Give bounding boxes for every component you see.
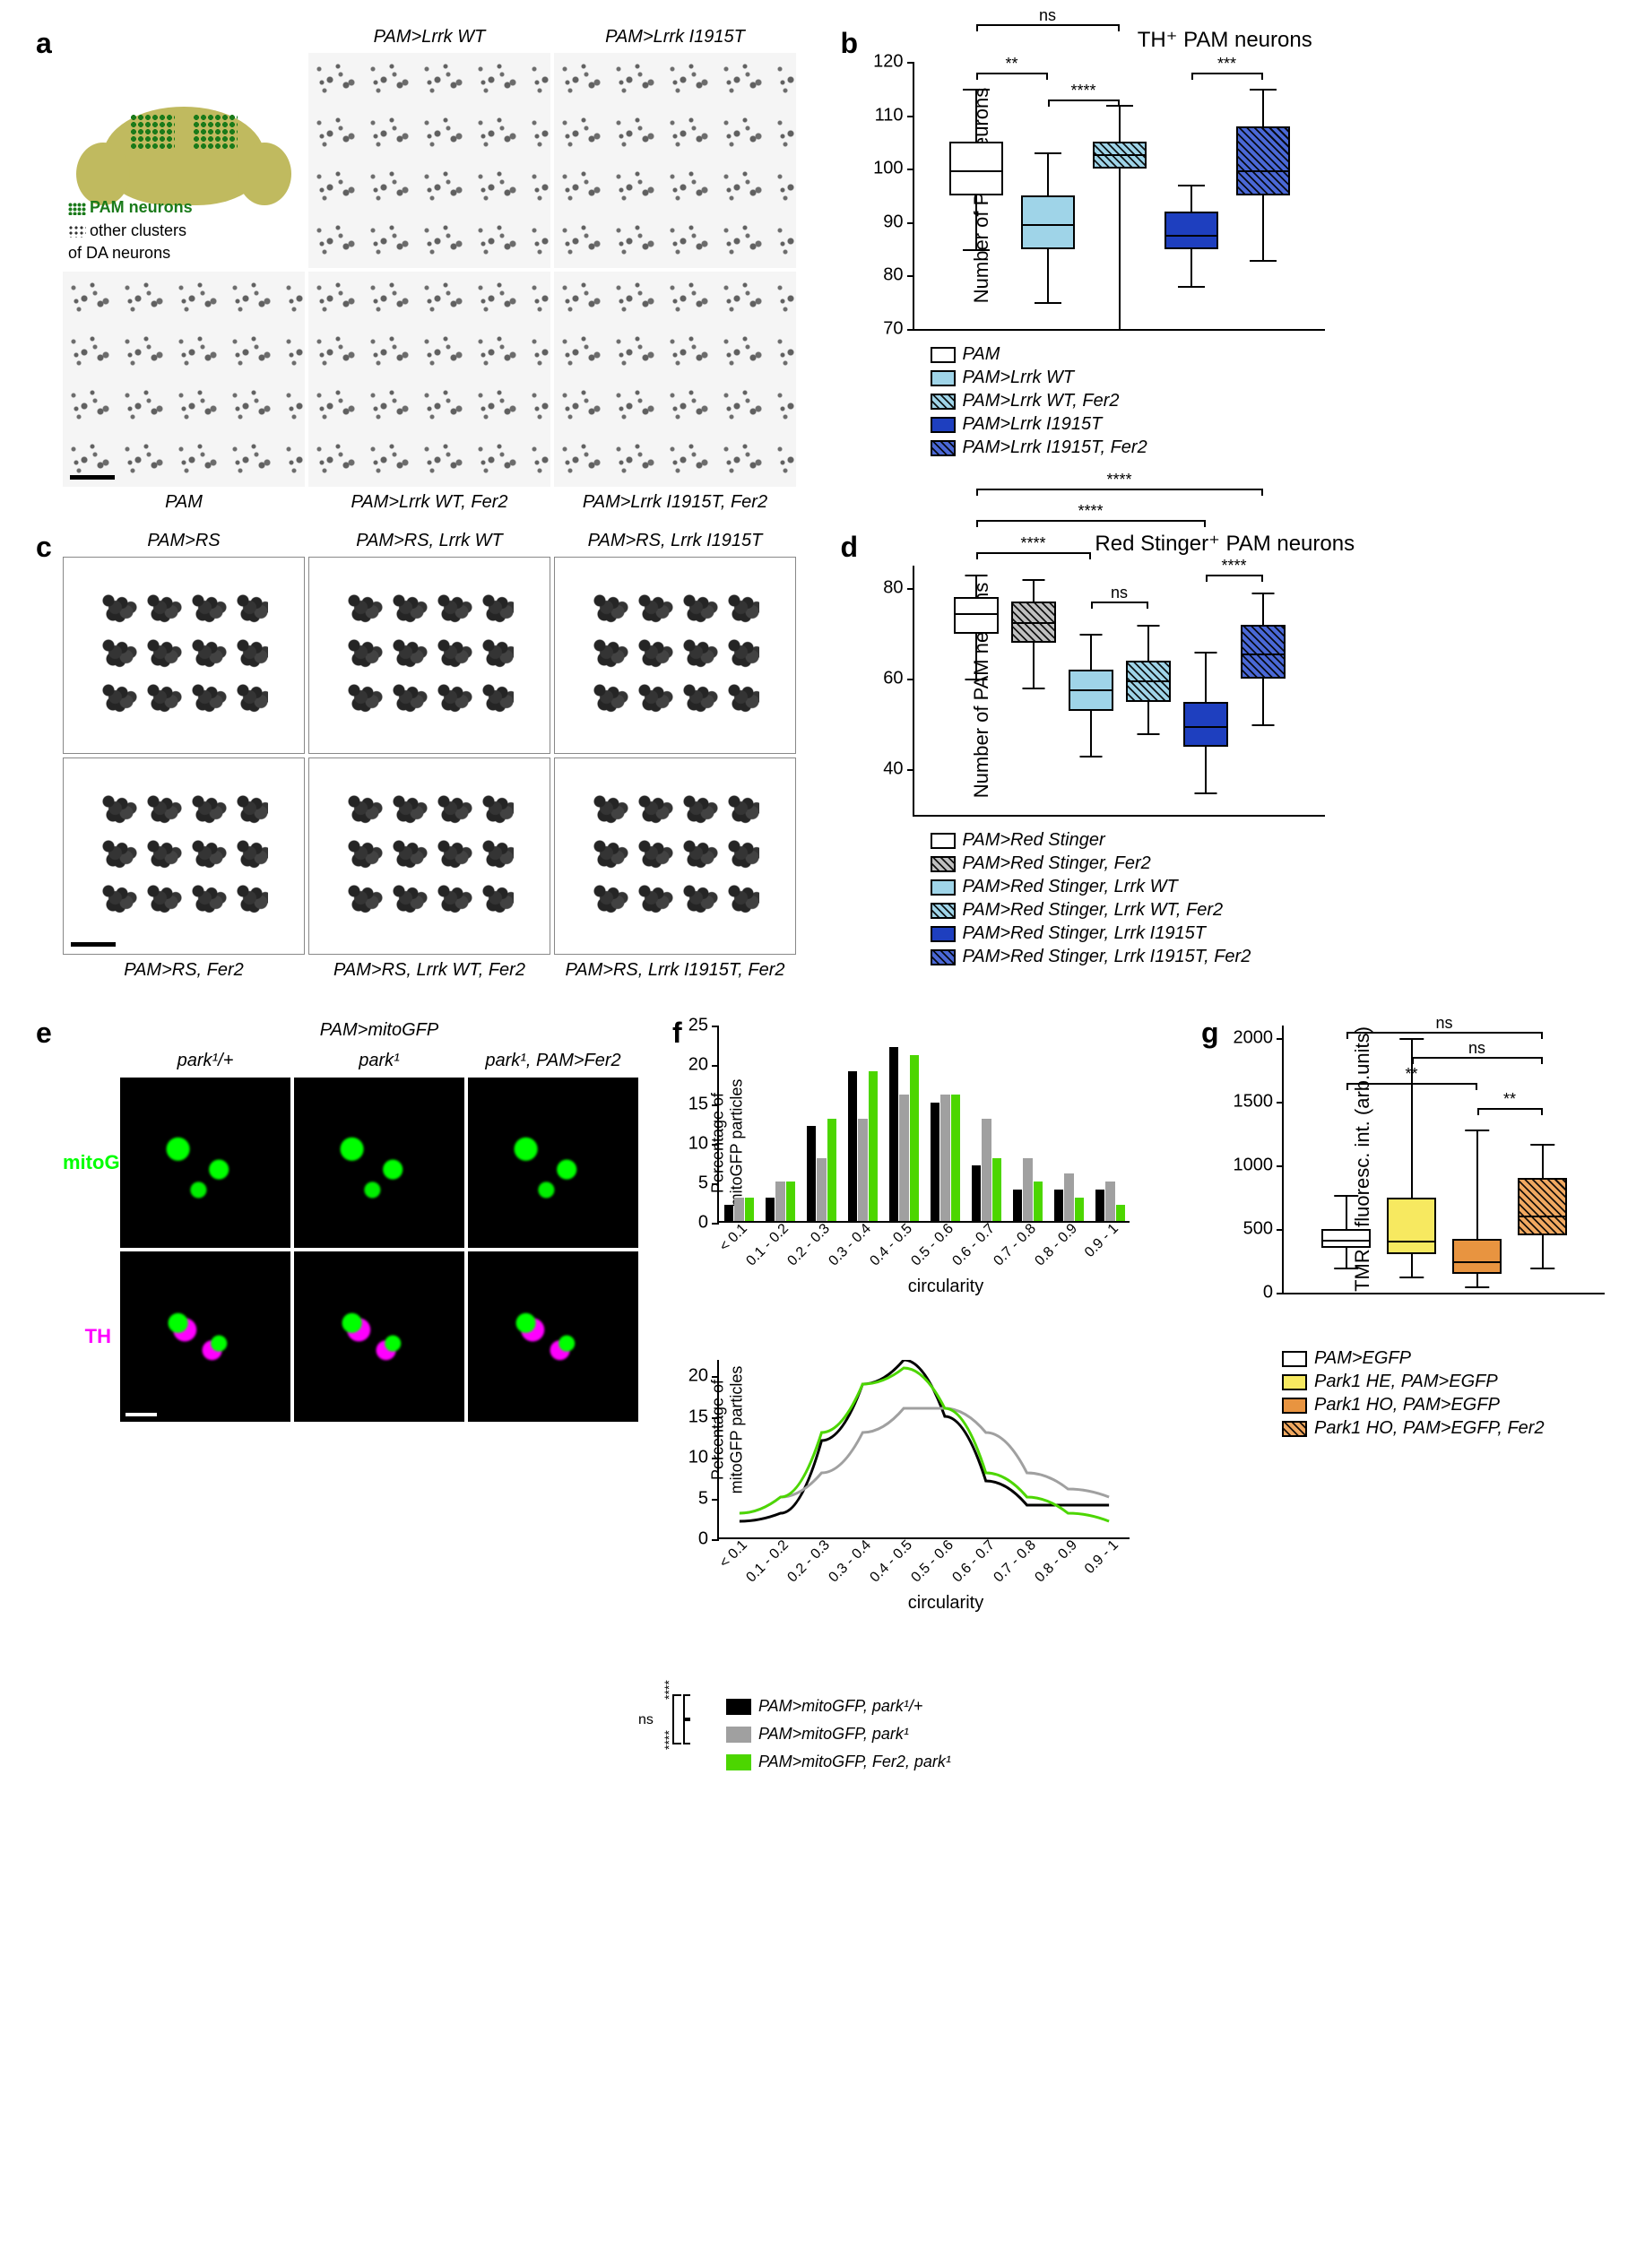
a-bot-label-2: PAM>Lrrk I1915T, Fer2 <box>554 492 796 513</box>
c-img-2 <box>554 557 796 754</box>
c-bot-1: PAM>RS, Lrrk WT, Fer2 <box>308 960 550 981</box>
a-img-3 <box>63 272 305 487</box>
c-img-3 <box>63 757 305 955</box>
panel-label-c: c <box>36 531 52 564</box>
a-legend-pam: PAM neurons <box>90 198 193 216</box>
e-img-11 <box>294 1251 464 1422</box>
c-bot-2: PAM>RS, Lrrk I1915T, Fer2 <box>554 960 796 981</box>
g-ylabel: TMRM fluoresc. int. (arb.units) <box>1351 1026 1374 1292</box>
c-img-1 <box>308 557 550 754</box>
e-row-0: mitoGFP <box>63 1151 117 1174</box>
curve-f: 05101520< 0.10.1 - 0.20.2 - 0.30.3 - 0.4… <box>717 1360 1130 1539</box>
panel-label-a: a <box>36 27 52 60</box>
chart-d: Number of PAM neurons 406080****ns******… <box>913 566 1610 817</box>
f-legend: ns********PAM>mitoGFP, park¹/+PAM>mitoGF… <box>672 1694 1174 1774</box>
legend-b: PAMPAM>Lrrk WTPAM>Lrrk WT, Fer2PAM>Lrrk … <box>931 344 1610 458</box>
b-title: TH⁺ PAM neurons <box>841 27 1610 53</box>
e-img-10 <box>120 1251 290 1422</box>
figure-root: a PAM>Lrrk WT PAM>Lrrk I1915T PAM neuron… <box>36 27 1609 1774</box>
c-img-4 <box>308 757 550 955</box>
row-efg: e PAM>mitoGFP park¹/+ park¹ park¹, PAM>F… <box>36 1017 1609 1774</box>
f-xlabel-2: circularity <box>717 1593 1174 1614</box>
panel-label-b: b <box>841 27 859 60</box>
d-title: Red Stinger⁺ PAM neurons <box>841 531 1610 557</box>
c-top-0: PAM>RS <box>63 531 305 551</box>
a-img-5 <box>554 272 796 487</box>
f-xlabel-1: circularity <box>717 1277 1174 1297</box>
e-row-1: TH <box>63 1325 117 1348</box>
e-header: PAM>mitoGFP <box>120 1020 638 1041</box>
panel-a: a PAM>Lrrk WT PAM>Lrrk I1915T PAM neuron… <box>36 27 805 513</box>
c-top-2: PAM>RS, Lrrk I1915T <box>554 531 796 551</box>
panel-b: b TH⁺ PAM neurons Number of PAM neurons … <box>841 27 1610 513</box>
hist-f: 0510152025< 0.10.1 - 0.20.2 - 0.30.3 - 0… <box>717 1026 1130 1223</box>
c-img-5 <box>554 757 796 955</box>
chart-g: TMRM fluoresc. int. (arb.units) 05001000… <box>1282 1026 1645 1294</box>
panel-f: f Percentage ofmitoGFP particles 0510152… <box>672 1017 1174 1774</box>
a-img-4 <box>308 272 550 487</box>
c-bot-0: PAM>RS, Fer2 <box>63 960 305 981</box>
e-col-2: park¹, PAM>Fer2 <box>468 1051 638 1071</box>
panel-label-e: e <box>36 1017 52 1050</box>
a-top-label-1: PAM>Lrrk WT <box>308 27 550 48</box>
c-top-1: PAM>RS, Lrrk WT <box>308 531 550 551</box>
a-schematic: PAM neurons other clustersof DA neurons <box>63 53 305 268</box>
panel-e: e PAM>mitoGFP park¹/+ park¹ park¹, PAM>F… <box>36 1017 645 1774</box>
legend-g: PAM>EGFPPark1 HE, PAM>EGFPPark1 HO, PAM>… <box>1282 1348 1645 1439</box>
b-ylabel: Number of PAM neurons <box>970 88 993 303</box>
a-top-label-2: PAM>Lrrk I1915T <box>554 27 796 48</box>
e-img-01 <box>294 1078 464 1248</box>
c-img-0 <box>63 557 305 754</box>
panel-d: d Red Stinger⁺ PAM neurons Number of PAM… <box>841 531 1610 981</box>
e-col-1: park¹ <box>294 1051 464 1071</box>
a-bot-label-0: PAM <box>63 492 305 513</box>
panel-label-g: g <box>1201 1017 1219 1050</box>
e-img-02 <box>468 1078 638 1248</box>
a-img-1 <box>308 53 550 268</box>
panel-c: c PAM>RS PAM>RS, Lrrk WT PAM>RS, Lrrk I1… <box>36 531 805 981</box>
panel-g: g TMRM fluoresc. int. (arb.units) 050010… <box>1201 1017 1645 1774</box>
a-bot-label-1: PAM>Lrrk WT, Fer2 <box>308 492 550 513</box>
panel-label-d: d <box>841 531 859 564</box>
e-img-12 <box>468 1251 638 1422</box>
a-img-2 <box>554 53 796 268</box>
e-col-0: park¹/+ <box>120 1051 290 1071</box>
chart-b: Number of PAM neurons 708090100110120**n… <box>913 62 1610 331</box>
e-img-00 <box>120 1078 290 1248</box>
legend-d: PAM>Red StingerPAM>Red Stinger, Fer2PAM>… <box>931 830 1610 967</box>
